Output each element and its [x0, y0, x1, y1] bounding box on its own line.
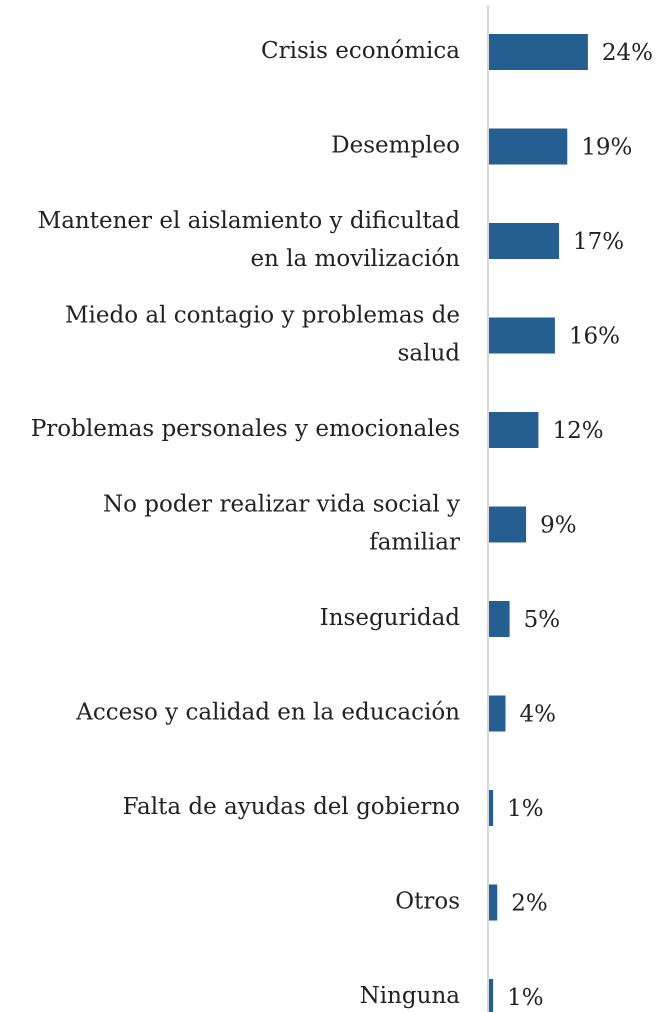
bar — [489, 34, 588, 70]
value-label: 19% — [581, 135, 632, 161]
value-label: 17% — [573, 229, 624, 255]
bar — [489, 601, 510, 637]
bar — [489, 884, 498, 921]
value-label: 1% — [507, 796, 544, 822]
bar — [489, 223, 560, 259]
category-label: Mantener el aislamiento y dificultad en l… — [38, 208, 461, 272]
value-label: 1% — [507, 985, 544, 1011]
bar — [489, 790, 494, 826]
bar — [489, 979, 494, 1012]
value-label: 9% — [540, 513, 577, 539]
category-label: Otros — [395, 889, 460, 915]
bar — [489, 412, 539, 448]
category-label: Ninguna — [360, 983, 461, 1009]
bar — [489, 128, 568, 165]
value-label: 16% — [569, 324, 620, 350]
value-label: 5% — [524, 607, 561, 633]
value-label: 12% — [552, 418, 603, 444]
bar — [489, 317, 555, 354]
category-label: Falta de ayudas del gobierno — [123, 794, 460, 820]
bar — [489, 506, 527, 543]
category-label: Miedo al contagio y problemas de salud — [65, 303, 460, 367]
value-label: 2% — [511, 891, 548, 917]
category-label: Acceso y calidad en la educación — [75, 700, 460, 726]
category-label: Crisis económica — [261, 38, 460, 64]
category-label: Problemas personales y emocionales — [31, 416, 460, 442]
value-label: 4% — [519, 702, 556, 728]
value-label: 24% — [602, 40, 653, 66]
category-label: Inseguridad — [320, 605, 461, 631]
bar — [489, 695, 506, 732]
category-label: No poder realizar vida social y familiar — [103, 492, 460, 556]
category-label: Desempleo — [331, 133, 460, 159]
